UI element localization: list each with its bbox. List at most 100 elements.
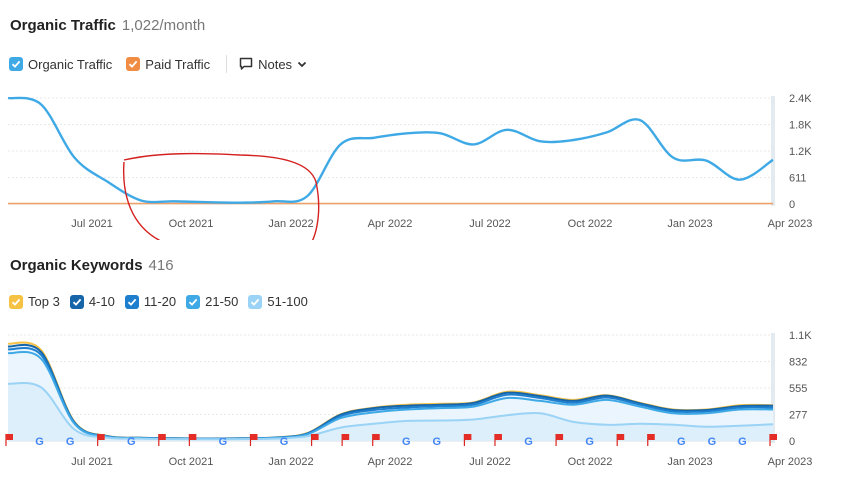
- legend-label: 21-50: [205, 294, 239, 309]
- checkbox-icon[interactable]: [9, 57, 23, 71]
- traffic-x-tick-label: Oct 2021: [169, 218, 214, 230]
- google-icon: G: [524, 436, 533, 448]
- legend-label: Paid Traffic: [145, 56, 211, 72]
- flag-cloth: [158, 434, 166, 440]
- flag-icon: [647, 434, 655, 446]
- google-icon: G: [708, 436, 717, 448]
- flag-icon: [311, 434, 319, 446]
- google-icon: G: [127, 436, 136, 448]
- google-icon: G: [35, 436, 44, 448]
- traffic-y-tick-label: 1.2K: [789, 146, 812, 158]
- legend-11-20[interactable]: 11-20: [124, 294, 177, 309]
- traffic-x-tick-label: Apr 2022: [368, 218, 413, 230]
- keywords-area-fill-low: [8, 382, 773, 441]
- checkbox-icon[interactable]: [124, 294, 139, 309]
- keywords-legend: Top 3 4-10 11-20 21-50 51-100: [9, 294, 318, 309]
- legend-label: Organic Traffic: [28, 56, 113, 72]
- keywords-y-tick-label: 0: [789, 436, 795, 448]
- flag-icon: [372, 434, 380, 446]
- keywords-y-tick-label: 555: [789, 383, 807, 395]
- keywords-x-tick-label: Oct 2021: [169, 456, 214, 468]
- legend-4-10[interactable]: 4-10: [69, 294, 115, 309]
- flag-icon: [769, 434, 777, 446]
- checkbox-icon[interactable]: [126, 57, 141, 71]
- traffic-title: Organic Traffic 1,022/month: [10, 17, 205, 34]
- google-icon: G: [433, 436, 442, 448]
- checkbox-icon[interactable]: [9, 294, 23, 309]
- flag-cloth: [556, 434, 564, 440]
- keywords-title-text: Organic Keywords: [10, 257, 143, 274]
- keywords-y-tick-label: 277: [789, 410, 807, 422]
- flag-cloth: [464, 434, 472, 440]
- google-icon: G: [677, 436, 686, 448]
- flag-icon: [249, 434, 258, 446]
- keywords-x-tick-label: Apr 2022: [368, 456, 413, 468]
- flag-icon: [5, 434, 13, 446]
- legend-label: Top 3: [28, 294, 60, 309]
- flag-icon: [494, 434, 502, 446]
- legend-label: 11-20: [143, 294, 177, 309]
- flag-cloth: [6, 434, 13, 440]
- traffic-x-tick-label: Jul 2021: [71, 218, 113, 230]
- flag-cloth: [494, 434, 502, 440]
- red-annotation-circle: [122, 152, 320, 240]
- google-icon: G: [219, 436, 228, 448]
- legend-label: 51-100: [267, 294, 308, 309]
- traffic-y-tick-label: 2.4K: [789, 93, 812, 105]
- checkbox-icon[interactable]: [69, 294, 84, 309]
- flag-cloth: [647, 434, 655, 440]
- keywords-y-tick-label: 832: [789, 357, 807, 369]
- notes-label: Notes: [258, 56, 293, 72]
- google-icon: G: [738, 436, 747, 448]
- flag-cloth: [342, 434, 350, 440]
- keywords-x-tick-label: Apr 2023: [768, 456, 813, 468]
- legend-21-50[interactable]: 21-50: [186, 294, 238, 309]
- traffic-subtitle: 1,022/month: [121, 17, 206, 34]
- notes-icon: [239, 57, 253, 70]
- traffic-title-text: Organic Traffic: [10, 17, 116, 34]
- traffic-y-tick-label: 0: [789, 199, 795, 211]
- legend-paid-traffic[interactable]: Paid Traffic: [126, 57, 210, 72]
- traffic-legend: Organic Traffic Paid Traffic Notes: [9, 55, 313, 73]
- keywords-x-tick-label: Jan 2022: [268, 456, 313, 468]
- flag-icon: [158, 434, 166, 446]
- google-icon: G: [402, 436, 411, 448]
- organic-traffic-line: [7, 96, 774, 204]
- keywords-area-fill: [8, 342, 773, 441]
- legend-51-100[interactable]: 51-100: [248, 294, 308, 309]
- flag-cloth: [770, 434, 777, 440]
- keywords-scroll-handle: [771, 333, 775, 443]
- keywords-x-tick-label: Jan 2023: [667, 456, 712, 468]
- flag-cloth: [311, 434, 319, 440]
- checkbox-icon[interactable]: [248, 294, 263, 309]
- traffic-x-tick-label: Oct 2022: [568, 218, 613, 230]
- traffic-scroll-handle: [771, 96, 775, 206]
- legend-top-3[interactable]: Top 3: [9, 294, 60, 309]
- flag-cloth: [97, 434, 105, 440]
- checkbox-icon[interactable]: [186, 294, 201, 309]
- flag-icon: [97, 434, 105, 446]
- traffic-x-tick-label: Jan 2022: [268, 218, 313, 230]
- flag-cloth: [250, 434, 258, 440]
- traffic-x-tick-label: Jul 2022: [469, 218, 511, 230]
- flag-icon: [555, 434, 564, 446]
- flag-icon: [188, 434, 197, 446]
- organic-keywords-chart: 1.1K 832 555 277 0 Jul 2021 Oct 2021 Jan 2022 Ap…: [5, 330, 813, 468]
- google-icon: G: [585, 436, 594, 448]
- keywords-x-tick-label: Oct 2022: [568, 456, 613, 468]
- traffic-y-tick-label: 611: [789, 173, 807, 185]
- chevron-down-icon: [297, 61, 307, 68]
- legend-label: 4-10: [88, 294, 115, 309]
- notes-dropdown[interactable]: Notes: [239, 57, 313, 72]
- keywords-subtitle: 416: [148, 257, 174, 274]
- traffic-x-tick-label: Apr 2023: [768, 218, 813, 230]
- google-icon: G: [280, 436, 289, 448]
- flag-cloth: [372, 434, 380, 440]
- legend-organic-traffic[interactable]: Organic Traffic: [9, 57, 112, 72]
- flag-icon: [463, 434, 472, 446]
- flag-icon: [616, 434, 625, 446]
- traffic-y-tick-label: 1.8K: [789, 120, 812, 132]
- keywords-x-tick-label: Jul 2021: [71, 456, 113, 468]
- organic-traffic-chart: 2.4K 1.8K 1.2K 611 0 Jul 2021 Oct 2021 Jan 2022…: [7, 93, 813, 240]
- flag-cloth: [189, 434, 197, 440]
